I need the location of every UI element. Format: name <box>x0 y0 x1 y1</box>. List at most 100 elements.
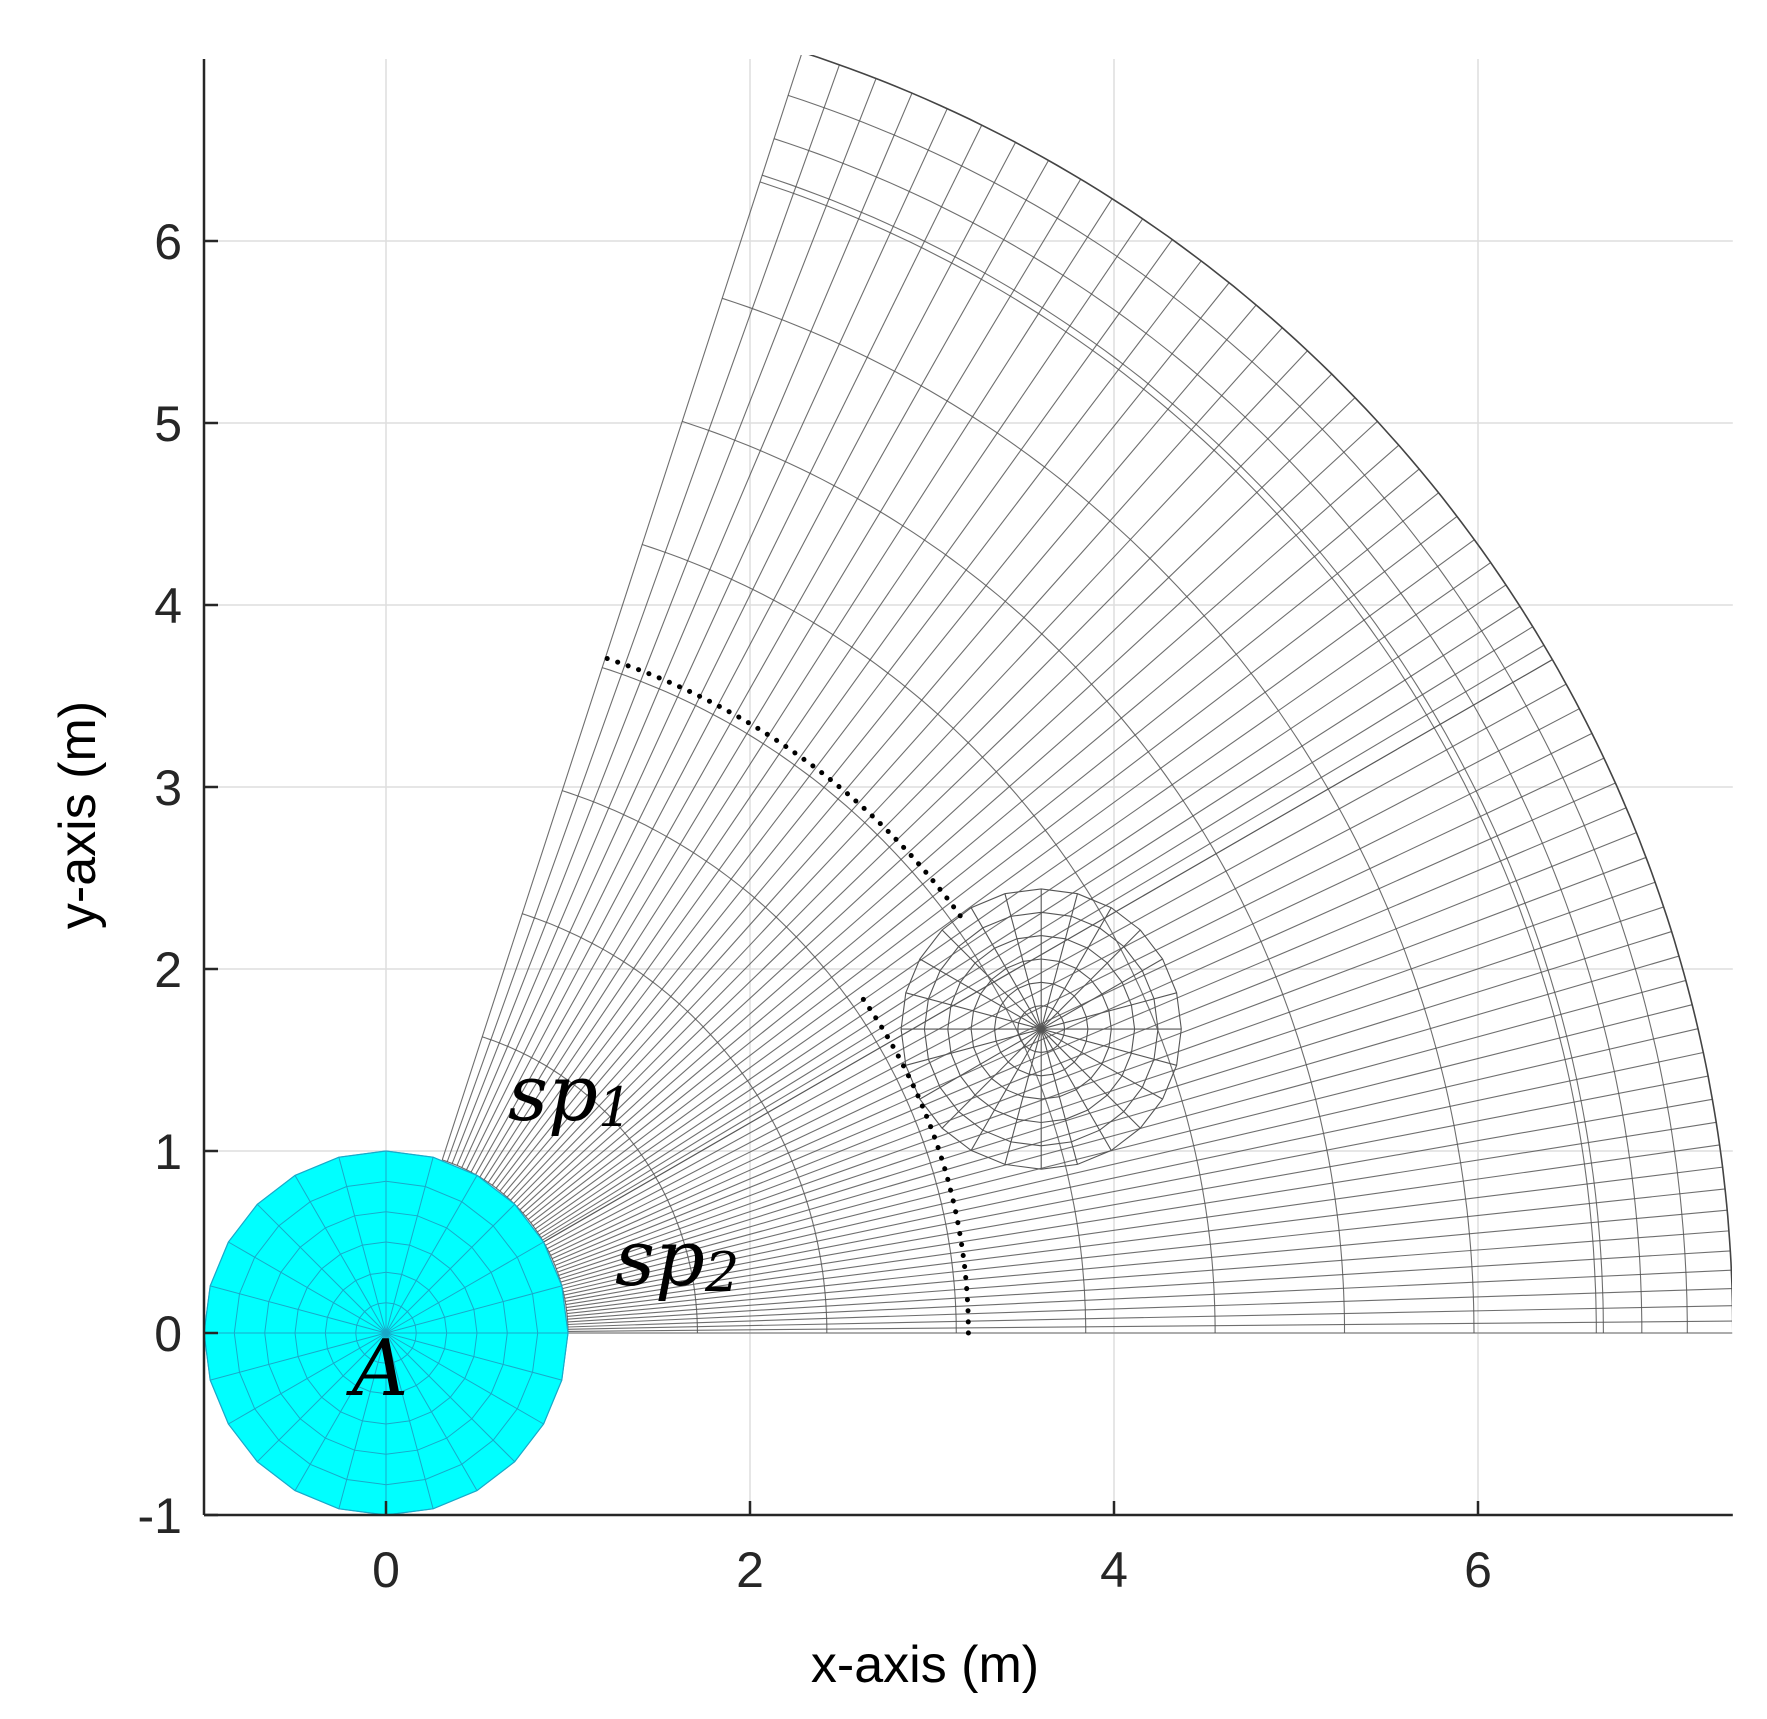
robot-disk-spoke <box>294 1332 387 1491</box>
mesh-ray <box>441 55 802 1161</box>
mesh-ray <box>566 1188 1726 1315</box>
obstacle-spoke <box>1040 1028 1079 1165</box>
mesh-ray <box>470 142 1016 1173</box>
robot-disk-spoke <box>256 1203 387 1334</box>
mesh-ray <box>461 108 948 1168</box>
mesh-ray <box>559 931 1672 1280</box>
mesh-cap-arc <box>759 181 1435 729</box>
obstacle-spoke <box>941 1028 1042 1129</box>
x-tick-label: 6 <box>1464 1542 1492 1598</box>
mesh-cap-arc <box>1512 682 1688 1333</box>
y-tick-label: 2 <box>154 942 182 998</box>
obstacle-spoke <box>1040 907 1112 1030</box>
mesh-arc <box>1551 659 1732 1334</box>
mesh-ray <box>538 605 1521 1236</box>
y-tick-label: 3 <box>154 760 182 816</box>
mesh-ray <box>566 1166 1723 1312</box>
robot-disk-spoke <box>338 1157 387 1334</box>
mesh-arc <box>655 1177 698 1333</box>
mesh-ray <box>551 782 1616 1260</box>
robot-disk-spoke <box>256 1332 387 1463</box>
y-tick-label: 0 <box>154 1306 182 1362</box>
mesh-arc <box>562 790 881 1049</box>
mesh-cap-arc <box>787 94 1514 683</box>
mesh-arc <box>442 1159 545 1243</box>
mesh-ray <box>527 492 1439 1220</box>
sector-mesh <box>441 55 1732 1334</box>
mesh-ray <box>560 955 1680 1283</box>
mesh-ray <box>545 683 1567 1246</box>
mesh-ray <box>540 626 1534 1239</box>
y-tick-label: 4 <box>154 578 182 634</box>
mesh-ray <box>561 979 1686 1286</box>
mesh-ray <box>506 327 1283 1198</box>
robot-disk-spoke <box>385 1332 516 1463</box>
robot-disk-spoke <box>294 1175 387 1334</box>
mesh-ray <box>491 239 1173 1186</box>
obstacle-spoke <box>919 1028 1042 1100</box>
mesh-ray <box>446 64 840 1162</box>
mesh-ray <box>547 708 1580 1250</box>
obstacle-spoke <box>905 992 1042 1030</box>
obstacle-spoke <box>1041 992 1177 1030</box>
label-sp2-sub: 1 <box>598 1076 632 1139</box>
x-tick-label: 2 <box>736 1542 764 1598</box>
x-tick-label: 0 <box>372 1542 400 1598</box>
obstacle-spoke <box>1040 1028 1163 1100</box>
mesh-ray <box>565 1098 1713 1302</box>
mesh-ray <box>565 1121 1717 1306</box>
mesh-ray <box>499 282 1230 1192</box>
robot-disk <box>203 1150 569 1516</box>
mesh-ray <box>451 78 877 1164</box>
obstacle-spoke <box>905 1028 1042 1066</box>
robot-disk-spoke <box>385 1332 544 1425</box>
mesh-arc <box>1439 724 1604 1334</box>
robot-disk-spoke <box>228 1332 387 1425</box>
mesh-ray <box>553 807 1627 1263</box>
mesh-ray <box>503 304 1257 1195</box>
mesh-ray <box>543 659 1553 1243</box>
robot-disk-spoke <box>385 1175 478 1334</box>
mesh-arc <box>1215 853 1346 1333</box>
label-sp1-sub: 2 <box>704 1241 739 1304</box>
mesh-ray <box>554 832 1637 1266</box>
mesh-cap-arc <box>773 138 1475 706</box>
mesh-ray <box>563 1028 1699 1293</box>
obstacle-spoke <box>1041 1028 1177 1066</box>
mesh-ray <box>550 757 1605 1256</box>
mesh-ray <box>567 1209 1728 1317</box>
mesh-ray <box>567 1250 1731 1323</box>
mesh-arc <box>808 55 1554 661</box>
label-A: A <box>346 1324 408 1414</box>
obstacle-spoke <box>1040 893 1079 1030</box>
mesh-ray <box>525 468 1420 1217</box>
robot-disk-spoke <box>385 1332 434 1509</box>
mesh-ray <box>466 124 983 1171</box>
obstacle-spoke <box>970 1028 1042 1151</box>
y-tick-label: 5 <box>154 396 182 452</box>
robot-disk-spoke <box>385 1157 434 1334</box>
obstacle-spoke <box>1040 1028 1141 1129</box>
robot-disk-spoke <box>210 1332 387 1381</box>
mesh-arc <box>642 543 1105 919</box>
obstacle-spoke <box>919 958 1042 1030</box>
mesh-ray <box>567 1305 1732 1330</box>
label-sp1-main: sp <box>615 1214 705 1304</box>
mesh-ray <box>495 260 1202 1189</box>
mesh-ray <box>522 444 1400 1214</box>
mesh-cap-arc <box>1473 704 1643 1333</box>
label-sp2-main: sp <box>508 1049 598 1139</box>
mesh-ray <box>516 397 1356 1207</box>
mesh-ray <box>534 562 1492 1230</box>
y-tick-label: 6 <box>154 214 182 270</box>
mesh-arc <box>767 1112 828 1333</box>
robot-disk-spoke <box>228 1241 387 1334</box>
robot-disk-spoke <box>210 1285 387 1334</box>
tick-labels: 0 2 4 6 -1 0 1 2 3 4 5 6 <box>138 214 1492 1598</box>
mesh-ray <box>562 1004 1693 1290</box>
label-sp2: sp1 <box>508 1049 632 1139</box>
mesh-arc <box>762 174 1441 725</box>
mesh-ray <box>487 218 1144 1183</box>
mesh-arc <box>1103 918 1216 1333</box>
robot-disk-spoke <box>385 1203 516 1334</box>
